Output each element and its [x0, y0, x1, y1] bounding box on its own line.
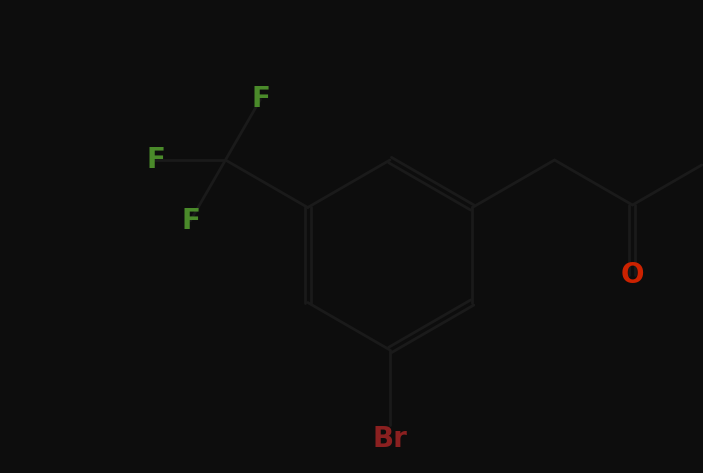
Text: F: F: [251, 86, 270, 114]
Text: F: F: [181, 207, 200, 235]
Text: Br: Br: [373, 425, 408, 453]
Text: F: F: [146, 146, 165, 174]
Text: O: O: [621, 261, 644, 289]
